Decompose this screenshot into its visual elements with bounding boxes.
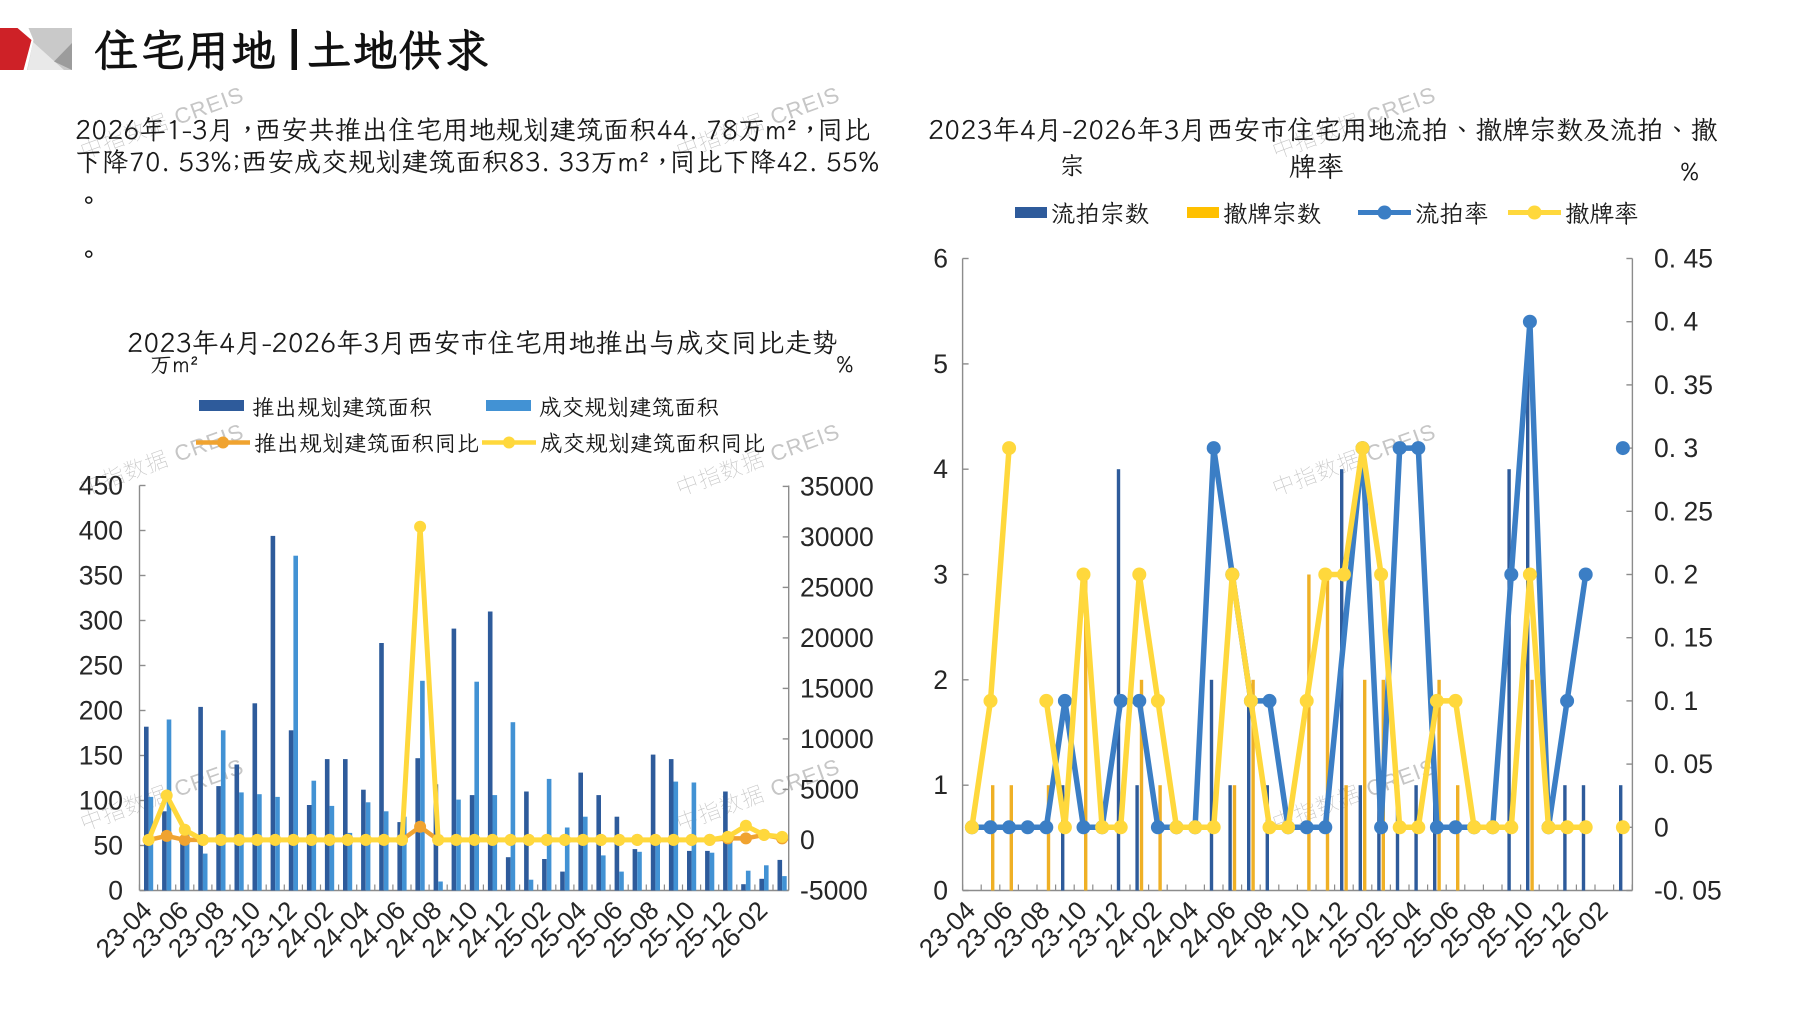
svg-text:0. 3: 0. 3: [1654, 433, 1698, 463]
svg-text:0. 45: 0. 45: [1654, 244, 1713, 274]
svg-text:35000: 35000: [800, 471, 874, 501]
svg-text:100: 100: [79, 786, 123, 816]
svg-text:2: 2: [933, 665, 948, 695]
svg-text:0. 2: 0. 2: [1654, 560, 1698, 590]
svg-text:6: 6: [933, 244, 948, 274]
svg-text:15000: 15000: [800, 673, 874, 703]
svg-text:-0. 05: -0. 05: [1654, 876, 1722, 906]
svg-text:0. 15: 0. 15: [1654, 623, 1713, 653]
svg-text:30000: 30000: [800, 522, 874, 552]
svg-text:25000: 25000: [800, 572, 874, 602]
svg-text:0: 0: [1654, 812, 1669, 842]
svg-text:0: 0: [800, 825, 815, 855]
svg-text:0. 1: 0. 1: [1654, 686, 1698, 716]
svg-text:0. 4: 0. 4: [1654, 307, 1698, 337]
svg-text:350: 350: [79, 561, 123, 591]
svg-text:5000: 5000: [800, 774, 859, 804]
svg-text:5: 5: [933, 349, 948, 379]
svg-text:250: 250: [79, 651, 123, 681]
svg-text:0. 35: 0. 35: [1654, 370, 1713, 400]
svg-text:150: 150: [79, 741, 123, 771]
svg-text:0. 25: 0. 25: [1654, 496, 1713, 526]
svg-text:0: 0: [108, 876, 123, 906]
svg-text:-5000: -5000: [800, 875, 868, 905]
svg-text:20000: 20000: [800, 623, 874, 653]
svg-text:200: 200: [79, 696, 123, 726]
svg-text:3: 3: [933, 560, 948, 590]
svg-text:50: 50: [94, 831, 123, 861]
svg-text:300: 300: [79, 606, 123, 636]
svg-text:400: 400: [79, 516, 123, 546]
svg-text:4: 4: [933, 454, 948, 484]
svg-text:1: 1: [933, 770, 948, 800]
svg-text:0. 05: 0. 05: [1654, 749, 1713, 779]
svg-text:10000: 10000: [800, 724, 874, 754]
svg-text:0: 0: [933, 876, 948, 906]
svg-text:450: 450: [79, 471, 123, 501]
